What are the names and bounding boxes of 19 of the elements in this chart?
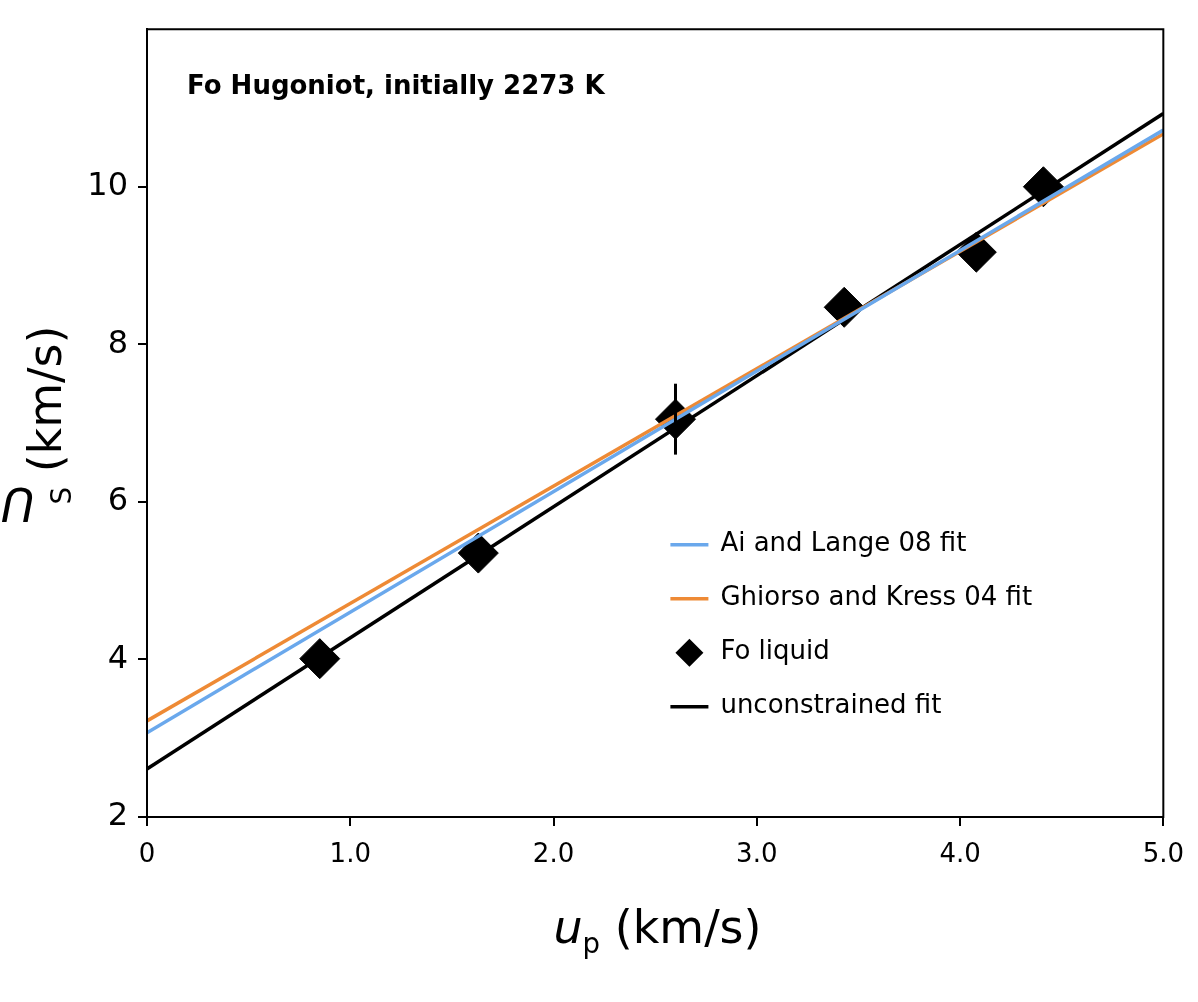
legend-label: Ai and Lange 08 fit	[720, 527, 967, 558]
legend-label: unconstrained fit	[720, 689, 942, 720]
text: Fo Hugoniot, initially 2273 K	[187, 69, 606, 100]
legend-label: Fo liquid	[720, 635, 830, 666]
y-tick-label: 10	[87, 165, 128, 204]
y-tick-label: 4	[107, 637, 128, 676]
x-tick-label: 1.0	[329, 838, 371, 869]
y-tick-label: 8	[107, 322, 128, 361]
y-tick-label: 2	[107, 795, 128, 834]
x-tick-label: 4.0	[939, 838, 981, 869]
x-tick-label: 0	[138, 838, 156, 869]
y-tick-label: 6	[107, 480, 128, 519]
x-tick-label: 5.0	[1142, 838, 1185, 869]
x-tick-label: 3.0	[736, 838, 778, 869]
point	[457, 532, 499, 574]
point	[299, 638, 341, 680]
x-tick-label: 2.0	[532, 838, 575, 869]
x-axis-title: u$_{p}$ (km/s)	[552, 900, 763, 961]
legend-label: Ghiorso and Kress 04 fit	[720, 581, 1033, 612]
